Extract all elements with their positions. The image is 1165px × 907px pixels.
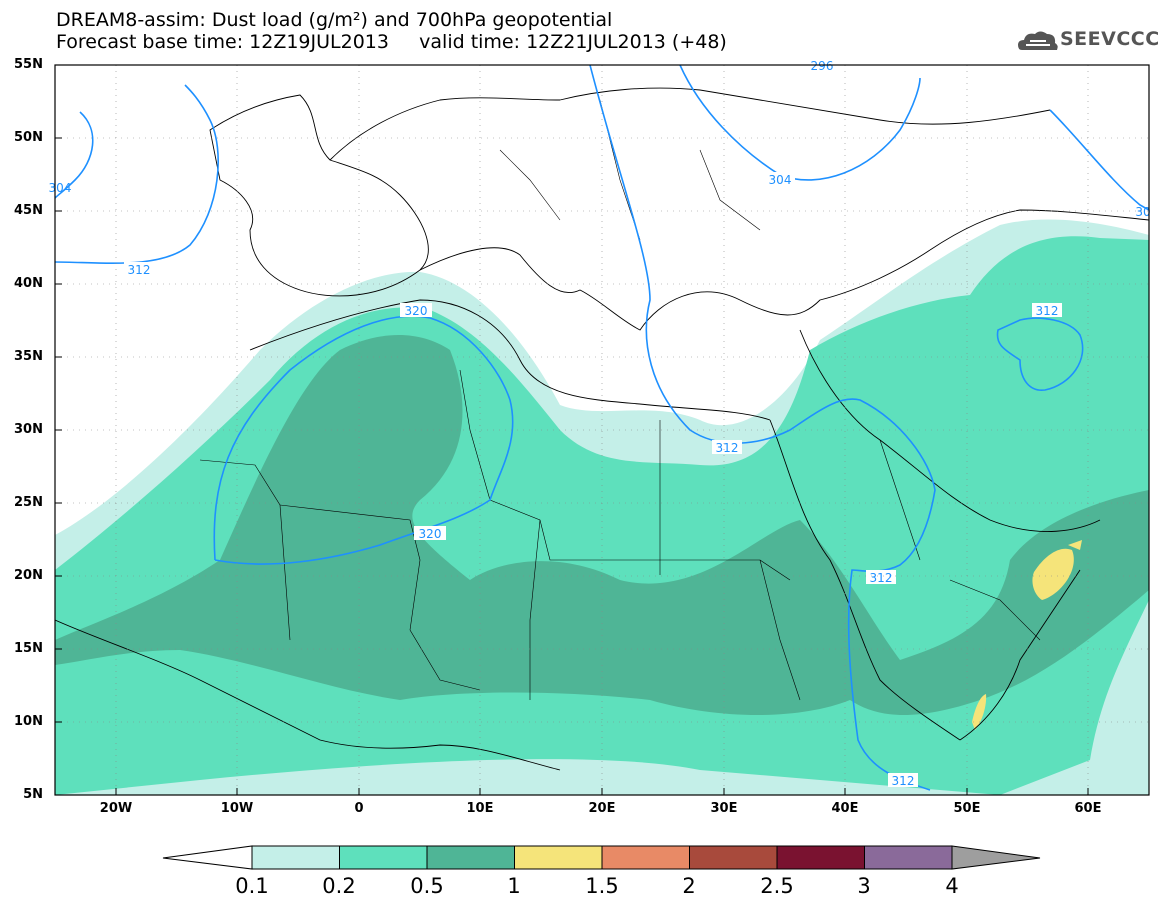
lon-label-40e: 40E <box>831 801 859 816</box>
contour-label-296: 296 <box>811 59 834 73</box>
dust-area-heavy-1 <box>1032 548 1074 600</box>
geopotential-contours <box>55 65 1149 791</box>
contour-label-320-south: 320 <box>419 527 442 541</box>
contour-label-312-redsea: 312 <box>870 571 893 585</box>
axis-ticks <box>55 137 1089 795</box>
lat-label-30n: 30N <box>14 422 43 437</box>
contour-label-320-north: 320 <box>405 304 428 318</box>
colorbar-label-3: 0.5 <box>410 874 444 898</box>
contour-label-312-west: 312 <box>128 263 151 277</box>
contour-label-edge: 30 <box>1135 205 1150 219</box>
lat-label-50n: 50N <box>14 130 43 145</box>
lon-label-10w: 10W <box>220 801 254 816</box>
colorbar-label-9: 4 <box>945 874 959 898</box>
colorbar-label-2: 0.2 <box>322 874 356 898</box>
contour-label-312-egypt: 312 <box>716 441 739 455</box>
lon-label-20w: 20W <box>99 801 133 816</box>
lat-label-15n: 15N <box>14 641 43 656</box>
coastlines <box>55 87 1149 771</box>
lon-label-10e: 10E <box>466 801 494 816</box>
lat-label-20n: 20N <box>14 568 43 583</box>
lon-label-50e: 50E <box>953 801 981 816</box>
contour-label-312-south: 312 <box>892 774 915 788</box>
lat-label-55n: 55N <box>14 57 43 72</box>
lat-label-35n: 35N <box>14 349 43 364</box>
map-title: DREAM8-assim: Dust load (g/m²) and 700hP… <box>56 9 613 31</box>
lon-label-30e: 30E <box>710 801 738 816</box>
logo-text: SEEVCCC <box>1060 28 1160 50</box>
lon-label-0: 0 <box>354 801 364 816</box>
contour-labels: 312 320 320 312 312 312 304 312 296 304 … <box>49 59 1151 788</box>
contour-label-304-west: 304 <box>49 181 72 195</box>
dust-area-heavy-2 <box>1068 540 1082 550</box>
dust-area-heavy-3 <box>972 694 987 730</box>
lat-label-40n: 40N <box>14 276 43 291</box>
lon-label-20e: 20E <box>588 801 616 816</box>
graticule <box>55 65 1149 795</box>
colorbar-label-5: 1.5 <box>585 874 619 898</box>
colorbar-label-8: 3 <box>857 874 871 898</box>
lat-label-45n: 45N <box>14 203 43 218</box>
colorbar-label-6: 2 <box>682 874 696 898</box>
lat-label-10n: 10N <box>14 714 43 729</box>
forecast-time-line: Forecast base time: 12Z19JUL2013 valid t… <box>56 31 727 53</box>
contour-label-312-iran: 312 <box>1036 304 1059 318</box>
contour-label-304: 304 <box>769 173 792 187</box>
lat-label-25n: 25N <box>14 495 43 510</box>
lat-label-5n: 5N <box>23 787 43 802</box>
cloud-icon <box>1018 31 1058 50</box>
colorbar-label-7: 2.5 <box>760 874 794 898</box>
lon-label-60e: 60E <box>1074 801 1102 816</box>
colorbar-label-1: 0.1 <box>235 874 269 898</box>
dust-area-dense <box>55 335 1149 715</box>
colorbar-label-4: 1 <box>507 874 521 898</box>
